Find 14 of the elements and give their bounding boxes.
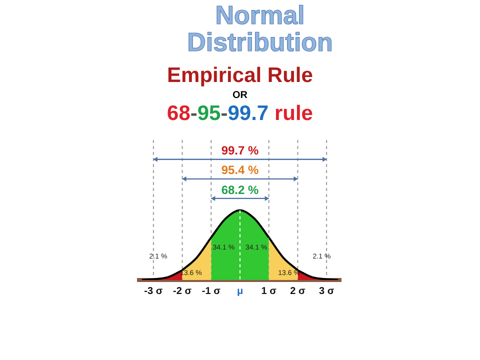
text: 95.4 % [221,163,260,178]
x-tick-label: 1 σ [261,286,277,297]
x-tick-label: 3 σ [318,286,334,297]
chart-title: Normal Distribution [186,0,334,57]
x-tick-label: -1 σ [202,286,221,297]
chart-subtitle: Empirical Rule [166,64,314,88]
text: 99.7 % [221,144,260,158]
x-tick-label: -3 σ [144,286,163,297]
x-tick-label: μ [236,286,244,297]
text: 68-95-99.7 rule [167,102,313,125]
x-tick-label: 2 σ [290,286,306,297]
text: OR [232,90,248,101]
x-tick-label: -2 σ [173,286,192,297]
text: 68.2 % [221,182,260,197]
